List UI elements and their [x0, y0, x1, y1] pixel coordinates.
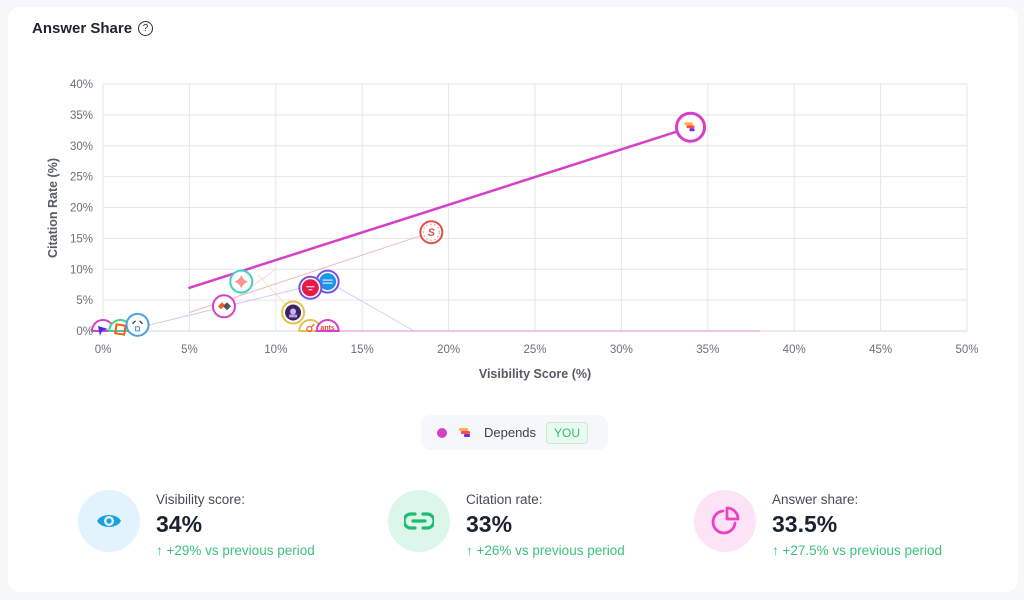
arrow-up-icon: ↑: [772, 543, 779, 558]
x-tick-label: 5%: [181, 344, 198, 356]
answer-share-card: [8, 7, 1018, 592]
data-point-competitor-blocks[interactable]: [211, 294, 236, 319]
link-icon: [404, 512, 434, 530]
kpi-delta-text: +27.5% vs previous period: [782, 543, 942, 558]
blocks-logo-icon: [217, 302, 231, 311]
y-tick-label: 15%: [70, 233, 93, 245]
kpi-delta-text: +29% vs previous period: [166, 543, 315, 558]
you-badge: YOU: [546, 421, 589, 444]
kpi-delta: ↑ +29% vs previous period: [156, 543, 315, 558]
depends-logo-icon: [684, 122, 695, 132]
symbol-logo-icon: [306, 323, 315, 333]
square-logo-icon: [114, 323, 127, 336]
x-axis-label: Visibility Score (%): [479, 367, 591, 381]
kpi-value: 33%: [466, 511, 513, 537]
y-tick-label: 5%: [76, 295, 93, 307]
kpi-value: 34%: [156, 511, 203, 537]
x-tick-label: 35%: [696, 344, 719, 356]
canvas-decline-line: [327, 281, 415, 332]
y-tick-label: 25%: [70, 172, 93, 184]
data-point-competitor-hat[interactable]: [281, 300, 306, 325]
x-tick-label: 15%: [351, 344, 374, 356]
y-axis-label: Citation Rate (%): [46, 158, 60, 258]
card-title-text: Answer Share: [32, 20, 133, 37]
x-tick-label: 0%: [95, 344, 112, 356]
kpi-delta-text: +26% vs previous period: [476, 543, 625, 558]
kpi-icon-bg: [388, 490, 450, 552]
depends-trend-line: [188, 125, 692, 290]
card-title: Answer Share ?: [32, 20, 154, 37]
x-tick-label: 50%: [955, 344, 978, 356]
data-point-competitor-star[interactable]: [229, 269, 254, 294]
data-point-competitor-face[interactable]: [125, 312, 150, 337]
y-tick-label: 20%: [70, 203, 93, 215]
point-ring: [419, 220, 444, 245]
kpi-visibility: Visibility score: 34% ↑ +29% vs previous…: [78, 490, 315, 558]
arrow-up-icon: ↑: [156, 543, 163, 558]
y-tick-label: 35%: [70, 110, 93, 122]
y-tick-label: 10%: [70, 264, 93, 276]
kpi-answer-share: Answer share: 33.5% ↑ +27.5% vs previous…: [694, 490, 942, 558]
x-tick-label: 25%: [523, 344, 546, 356]
kpi-label: Citation rate:: [466, 492, 543, 507]
x-tick-label: 40%: [783, 344, 806, 356]
legend[interactable]: Depends YOU: [421, 415, 608, 450]
kpi-label: Answer share:: [772, 492, 859, 507]
kpi-delta: ↑ +26% vs previous period: [466, 543, 625, 558]
hat-logo-icon: [285, 304, 302, 321]
legend-name: Depends: [484, 425, 537, 440]
x-tick-label: 45%: [869, 344, 892, 356]
arrow-up-icon: ↑: [466, 543, 473, 558]
face-logo-icon: [132, 320, 143, 332]
data-point-competitor-mode[interactable]: [298, 275, 323, 300]
eye-icon: [97, 515, 121, 527]
s-logo-icon: S: [422, 223, 440, 241]
kpi-icon-bg: [78, 490, 140, 552]
data-point-competitor-ants[interactable]: ants: [315, 319, 340, 332]
svg-text:ants: ants: [320, 325, 335, 332]
help-icon[interactable]: ?: [138, 21, 154, 36]
kpi-citation: Citation rate: 33% ↑ +26% vs previous pe…: [388, 490, 625, 558]
y-tick-label: 0%: [76, 326, 93, 338]
ants-logo-icon: ants: [320, 325, 335, 332]
x-tick-label: 10%: [264, 344, 287, 356]
kpi-delta: ↑ +27.5% vs previous period: [772, 543, 942, 558]
kpi-value: 33.5%: [772, 511, 838, 537]
depends-logo-icon: [459, 427, 471, 438]
svg-text:S: S: [428, 227, 436, 239]
x-tick-label: 20%: [437, 344, 460, 356]
point-ring: [125, 312, 150, 337]
chart-grid: [102, 83, 968, 332]
kpi-label: Visibility score:: [156, 492, 246, 507]
data-point-depends[interactable]: [675, 111, 707, 143]
y-tick-label: 30%: [70, 141, 93, 153]
y-tick-label: 40%: [70, 79, 93, 91]
kpi-icon-bg: [694, 490, 756, 552]
y-axis-ticks: 0% 5% 10% 15% 20% 25% 30% 35% 40%: [70, 79, 93, 338]
canvas-logo-icon: [319, 273, 337, 291]
point-ring: [315, 319, 340, 332]
pie-chart-icon: [711, 506, 740, 535]
arrow-logo-icon: [98, 326, 108, 336]
star-logo-icon: [234, 274, 249, 289]
data-point-competitor-s[interactable]: S: [419, 220, 444, 245]
legend-color-dot: [437, 427, 447, 438]
x-tick-label: 30%: [610, 344, 633, 356]
x-axis-ticks: 0% 5% 10% 15% 20% 25% 30% 35% 40% 45% 50%: [95, 344, 979, 356]
mode-logo-icon: [301, 279, 319, 297]
